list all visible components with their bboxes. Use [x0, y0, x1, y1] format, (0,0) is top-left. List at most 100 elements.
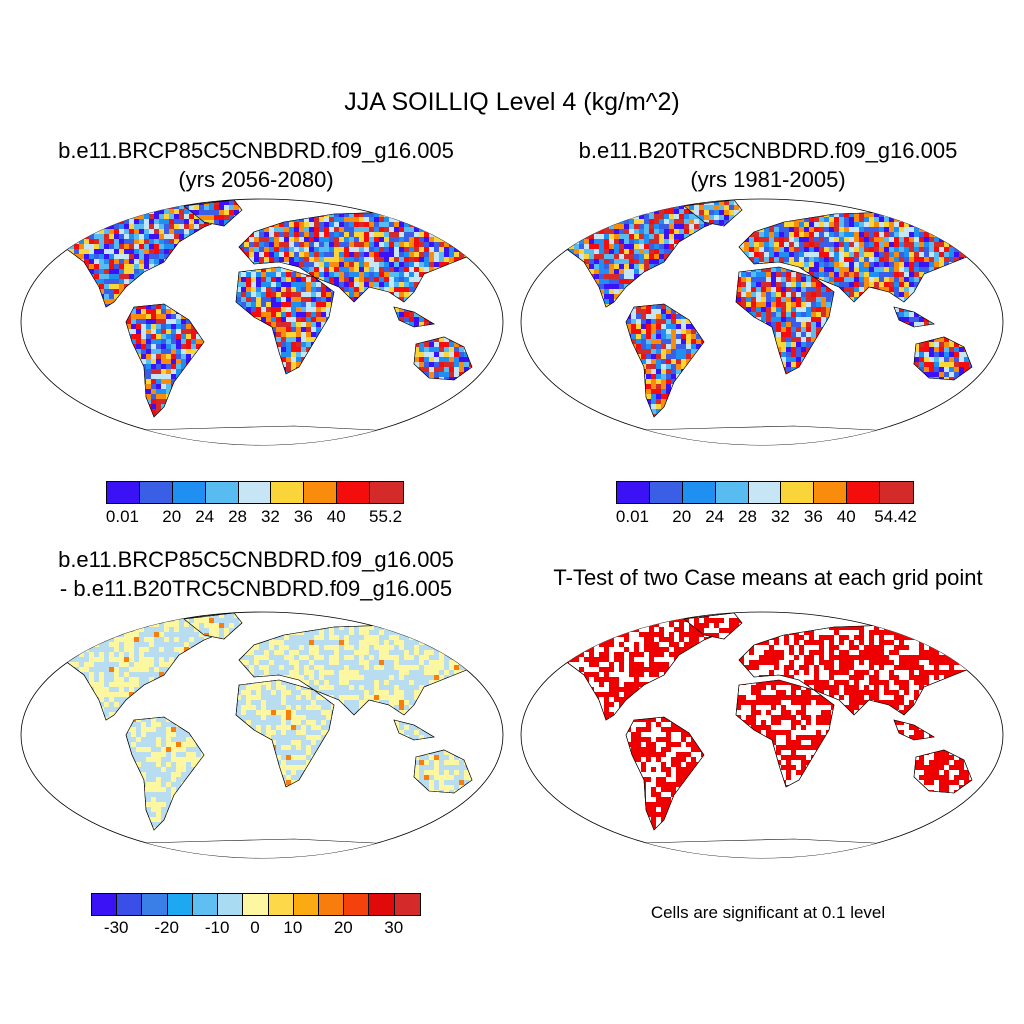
grid-cell	[429, 237, 434, 242]
grid-cell	[399, 252, 404, 257]
grid-cell	[639, 219, 644, 224]
grid-cell	[474, 212, 479, 217]
grid-cell	[271, 317, 276, 322]
grid-cell	[246, 297, 251, 302]
grid-cell	[869, 212, 874, 217]
grid-cell	[666, 344, 671, 349]
grid-cell	[141, 324, 146, 329]
grid-cell	[839, 277, 844, 282]
grid-cell	[929, 252, 934, 257]
grid-cell	[254, 237, 259, 242]
grid-cell	[94, 214, 99, 219]
grid-cell	[104, 279, 109, 284]
grid-cell	[651, 384, 656, 389]
grid-cell	[139, 254, 144, 259]
grid-cell	[134, 239, 139, 244]
grid-cell	[791, 317, 796, 322]
grid-cell	[79, 224, 84, 229]
grid-cell	[559, 234, 564, 239]
grid-cell	[104, 244, 109, 249]
grid-cell	[74, 249, 79, 254]
grid-cell	[359, 252, 364, 257]
grid-cell	[599, 249, 604, 254]
grid-cell	[364, 217, 369, 222]
grid-cell	[859, 222, 864, 227]
grid-cell	[166, 314, 171, 319]
grid-cell	[281, 277, 286, 282]
grid-cell	[419, 262, 424, 267]
grid-cell	[889, 227, 894, 232]
grid-cell	[124, 264, 129, 269]
grid-cell	[641, 334, 646, 339]
grid-cell	[139, 234, 144, 239]
grid-cell	[786, 302, 791, 307]
grid-cell	[651, 374, 656, 379]
grid-cell	[574, 229, 579, 234]
grid-cell	[291, 327, 296, 332]
grid-cell	[291, 312, 296, 317]
grid-cell	[869, 247, 874, 252]
grid-cell	[661, 374, 666, 379]
grid-cell	[384, 222, 389, 227]
grid-cell	[959, 222, 964, 227]
grid-cell	[599, 239, 604, 244]
grid-cell	[124, 219, 129, 224]
grid-cell	[584, 209, 589, 214]
grid-cell	[124, 279, 129, 284]
grid-cell	[584, 244, 589, 249]
grid-cell	[824, 262, 829, 267]
grid-cell	[119, 254, 124, 259]
grid-cell	[771, 322, 776, 327]
grid-cell	[749, 237, 754, 242]
grid-cell	[174, 239, 179, 244]
grid-cell	[209, 205, 214, 210]
grid-cell	[641, 319, 646, 324]
grid-cell	[854, 272, 859, 277]
grid-cell	[311, 277, 316, 282]
grid-cell	[306, 307, 311, 312]
grid-cell	[659, 254, 664, 259]
grid-cell	[909, 262, 914, 267]
grid-cell	[934, 252, 939, 257]
grid-cell	[424, 342, 429, 347]
grid-cell	[639, 239, 644, 244]
grid-cell	[444, 342, 449, 347]
grid-cell	[314, 222, 319, 227]
grid-cell	[614, 239, 619, 244]
grid-cell	[824, 242, 829, 247]
grid-cell	[654, 209, 659, 214]
grid-cell	[816, 302, 821, 307]
grid-cell	[164, 254, 169, 259]
grid-cell	[389, 222, 394, 227]
grid-cell	[104, 274, 109, 279]
grid-cell	[404, 267, 409, 272]
grid-cell	[434, 247, 439, 252]
grid-cell	[786, 327, 791, 332]
grid-cell	[574, 214, 579, 219]
grid-cell	[969, 237, 974, 242]
grid-cell	[109, 254, 114, 259]
grid-cell	[569, 204, 574, 209]
grid-cell	[301, 312, 306, 317]
grid-cell	[374, 237, 379, 242]
grid-cell	[251, 302, 256, 307]
grid-cell	[156, 309, 161, 314]
grid-cell	[604, 244, 609, 249]
grid-cell	[604, 279, 609, 284]
grid-cell	[834, 227, 839, 232]
grid-cell	[969, 252, 974, 257]
grid-cell	[459, 242, 464, 247]
grid-cell	[146, 349, 151, 354]
grid-cell	[934, 247, 939, 252]
grid-cell	[306, 342, 311, 347]
grid-cell	[834, 262, 839, 267]
grid-cell	[834, 267, 839, 272]
grid-cell	[656, 399, 661, 404]
grid-cell	[761, 287, 766, 292]
grid-cell	[589, 259, 594, 264]
grid-cell	[141, 349, 146, 354]
grid-cell	[894, 242, 899, 247]
grid-cell	[309, 242, 314, 247]
grid-cell	[149, 219, 154, 224]
grid-cell	[419, 352, 424, 357]
